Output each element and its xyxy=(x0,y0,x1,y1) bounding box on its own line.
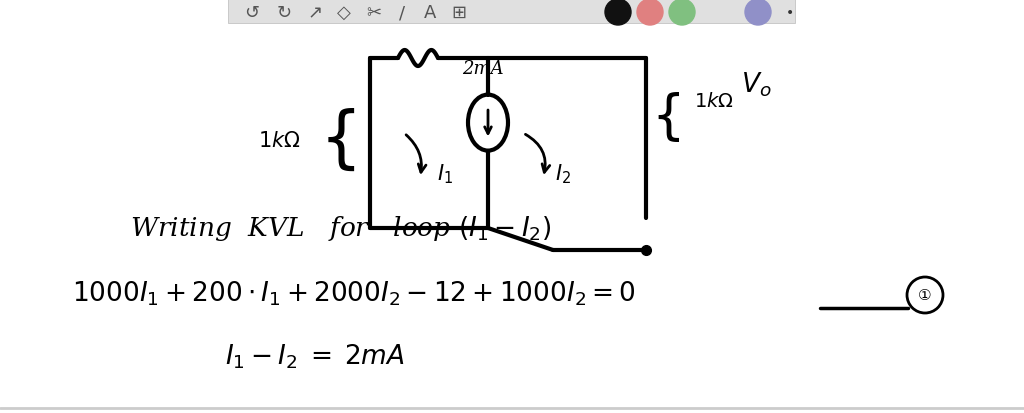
Text: A: A xyxy=(424,4,436,22)
Text: Writing  KVL   for   loop $(I_1 - I_2)$: Writing KVL for loop $(I_1 - I_2)$ xyxy=(130,214,551,243)
Text: $1k\Omega$: $1k\Omega$ xyxy=(694,92,734,111)
Text: ①: ① xyxy=(919,288,932,303)
Circle shape xyxy=(637,0,663,26)
Text: ⊞: ⊞ xyxy=(452,4,467,22)
Text: $I_1$: $I_1$ xyxy=(437,162,453,185)
Text: $1000I_1 + 200 \cdot I_1 + 2000I_2 - 12 + 1000I_2 = 0$: $1000I_1 + 200 \cdot I_1 + 2000I_2 - 12 … xyxy=(72,279,636,308)
Text: $I_1 - I_2 \;=\; 2mA$: $I_1 - I_2 \;=\; 2mA$ xyxy=(225,342,404,370)
Text: ↺: ↺ xyxy=(245,4,259,22)
Text: $1k\Omega$: $1k\Omega$ xyxy=(257,130,300,150)
Text: {: { xyxy=(651,92,685,144)
Text: $I_2$: $I_2$ xyxy=(555,162,571,185)
Circle shape xyxy=(745,0,771,26)
Text: ↗: ↗ xyxy=(307,4,323,22)
Text: ◇: ◇ xyxy=(337,4,351,22)
Text: /: / xyxy=(399,4,406,22)
Circle shape xyxy=(669,0,695,26)
Text: $V_o$: $V_o$ xyxy=(741,70,771,99)
Bar xyxy=(228,0,795,24)
Circle shape xyxy=(605,0,631,26)
Text: ↻: ↻ xyxy=(276,4,292,22)
Text: {: { xyxy=(319,107,362,173)
Text: 2mA: 2mA xyxy=(462,59,504,77)
Text: •: • xyxy=(785,6,795,20)
Text: ✂: ✂ xyxy=(367,4,382,22)
